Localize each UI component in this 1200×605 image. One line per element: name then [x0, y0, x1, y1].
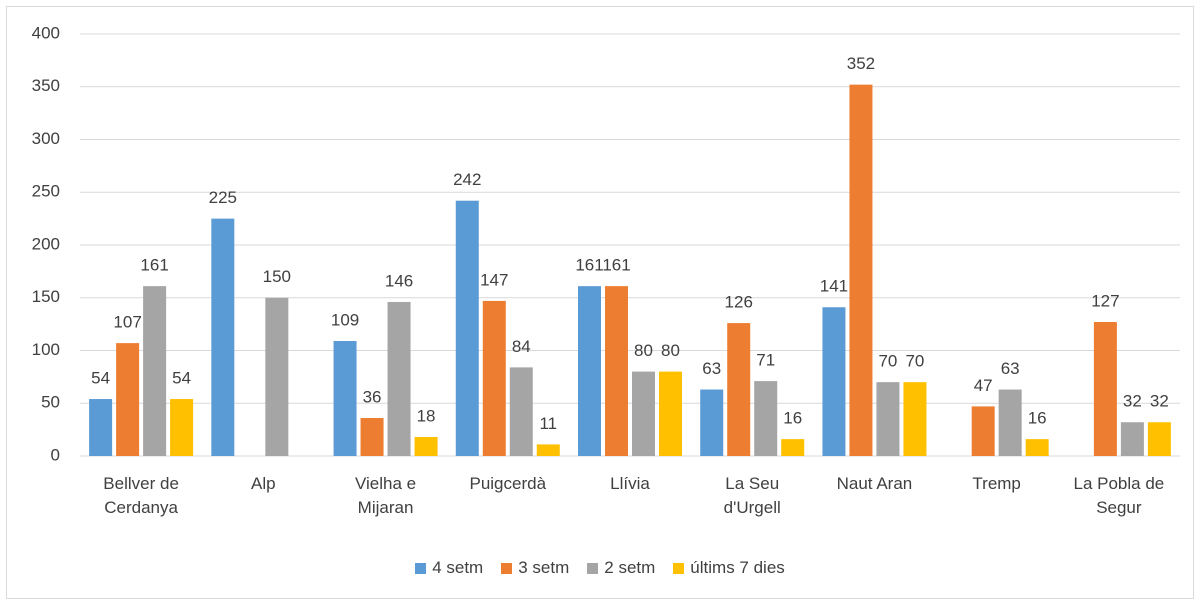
value-label: 147	[480, 270, 508, 289]
bar	[211, 218, 235, 456]
legend-swatch	[673, 562, 685, 574]
value-label: 352	[847, 54, 875, 73]
bar	[849, 84, 873, 456]
bar	[1120, 422, 1144, 456]
value-label: 16	[1028, 409, 1047, 428]
legend-item: 4 setm	[415, 558, 483, 578]
legend-swatch	[501, 562, 513, 574]
chart-border	[6, 6, 1194, 599]
value-label: 80	[661, 341, 680, 360]
bar	[578, 286, 601, 456]
y-tick-label: 200	[32, 234, 60, 253]
y-tick-label: 250	[32, 182, 60, 201]
value-label: 225	[209, 188, 237, 207]
value-label: 127	[1091, 291, 1119, 310]
bar	[455, 200, 479, 456]
x-tick-label: Alp	[251, 474, 276, 493]
x-tick-label: Vielha e Mijaran	[354, 474, 417, 517]
value-label: 107	[113, 313, 141, 332]
bar	[659, 371, 682, 456]
bar	[536, 444, 560, 456]
x-tick-label: Llívia	[610, 474, 650, 493]
bar	[1093, 322, 1117, 456]
value-label: 80	[634, 341, 653, 360]
bar	[387, 301, 411, 456]
x-tick-label: La Seu d'Urgell	[723, 474, 781, 517]
value-label: 18	[417, 406, 436, 425]
legend-item: últims 7 dies	[673, 558, 785, 578]
bar	[116, 343, 140, 456]
value-label: 36	[363, 388, 382, 407]
legend-label: últims 7 dies	[690, 558, 785, 577]
value-label: 70	[878, 352, 897, 371]
bar	[414, 437, 438, 456]
value-label: 126	[725, 293, 753, 312]
bar	[1147, 422, 1171, 456]
value-label: 54	[91, 369, 110, 388]
value-label: 84	[512, 337, 531, 356]
value-label: 47	[974, 376, 993, 395]
value-label: 150	[263, 267, 291, 286]
value-label: 141	[820, 277, 848, 296]
legend-swatch	[587, 562, 599, 574]
bar	[605, 286, 628, 456]
y-tick-label: 100	[32, 340, 60, 359]
value-label: 70	[905, 352, 924, 371]
y-tick-label: 150	[32, 287, 60, 306]
legend-label: 2 setm	[604, 558, 656, 577]
bar	[903, 382, 927, 456]
y-tick-label: 0	[51, 445, 60, 464]
bar	[143, 286, 167, 456]
bar	[1025, 439, 1049, 456]
bar	[482, 300, 506, 456]
value-label: 71	[756, 351, 775, 370]
x-tick-label: Puigcerdà	[469, 474, 547, 493]
legend: 4 setm 3 setm 2 setm últims 7 dies	[0, 558, 1200, 578]
bar	[971, 406, 995, 456]
value-label: 54	[172, 369, 191, 388]
bar	[89, 399, 113, 456]
value-label: 32	[1150, 392, 1169, 411]
bar	[700, 389, 724, 456]
bar	[727, 323, 751, 456]
legend-swatch	[415, 562, 427, 574]
bar	[998, 389, 1022, 456]
y-tick-label: 50	[41, 393, 60, 412]
x-tick-label: La Pobla de Segur	[1073, 474, 1165, 517]
bar	[170, 399, 194, 456]
y-tick-label: 400	[32, 23, 60, 42]
bar	[876, 382, 900, 456]
legend-label: 4 setm	[432, 558, 484, 577]
value-label: 63	[1001, 359, 1020, 378]
legend-item: 3 setm	[501, 558, 569, 578]
value-label: 242	[453, 170, 481, 189]
bar	[781, 439, 805, 456]
legend-item: 2 setm	[587, 558, 655, 578]
value-label: 32	[1123, 392, 1142, 411]
bar	[822, 307, 846, 456]
bar	[754, 381, 778, 456]
value-label: 11	[539, 414, 557, 433]
value-label: 161	[575, 256, 603, 275]
bar	[333, 341, 357, 456]
legend-label: 3 setm	[518, 558, 570, 577]
value-label: 16	[783, 409, 802, 428]
bar	[265, 297, 289, 456]
value-label: 146	[385, 271, 413, 290]
x-tick-label: Tremp	[972, 474, 1021, 493]
bar	[632, 371, 655, 456]
value-label: 161	[140, 256, 168, 275]
x-tick-label: Naut Aran	[836, 474, 913, 493]
value-label: 109	[331, 310, 359, 329]
y-tick-label: 300	[32, 129, 60, 148]
value-label: 63	[702, 359, 721, 378]
value-label: 161	[602, 256, 630, 275]
y-tick-label: 350	[32, 76, 60, 95]
bar	[509, 367, 533, 456]
x-tick-label: Bellver de Cerdanya	[103, 474, 179, 517]
bar	[360, 418, 384, 456]
